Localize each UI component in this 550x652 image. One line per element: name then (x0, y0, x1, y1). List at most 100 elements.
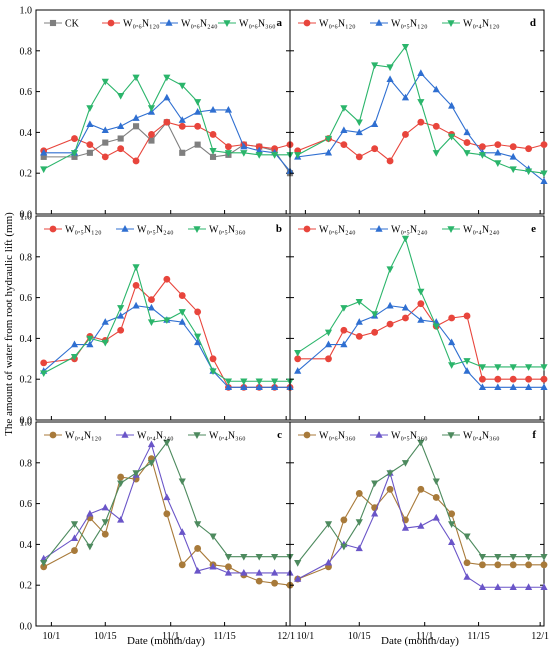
data-point (355, 128, 363, 136)
panel-frame (289, 421, 545, 627)
data-point (294, 152, 302, 159)
data-point (401, 460, 410, 467)
x-tick-label: 11/1 (416, 631, 433, 642)
series-line (43, 76, 290, 170)
data-point (101, 530, 109, 538)
data-point (132, 114, 140, 121)
data-point (86, 509, 94, 517)
legend-label: W₀.₆N₁₂₀ (123, 19, 160, 30)
panel-d: W₀.₆N₁₂₀ W₀.₅N₁₂₀ W₀.₄N₁₂₀ d (289, 9, 548, 215)
data-point (101, 503, 109, 511)
data-point (401, 235, 410, 243)
panel-frame (289, 9, 545, 215)
data-point (371, 509, 379, 517)
series-line (297, 471, 544, 588)
data-point (479, 143, 486, 151)
data-point (86, 149, 93, 156)
data-point (255, 152, 263, 159)
data-point (525, 561, 533, 569)
data-point (324, 521, 333, 528)
data-point (401, 303, 410, 311)
data-point (525, 364, 533, 371)
x-tick-label: 10/15 (94, 631, 117, 642)
data-point (117, 145, 125, 153)
data-point (194, 108, 202, 115)
data-point (540, 177, 548, 185)
data-point (371, 62, 379, 70)
data-point (401, 93, 410, 101)
legend-label: W₀.₆N₂₄₀ (181, 19, 218, 30)
data-point (371, 145, 379, 153)
data-point (325, 355, 332, 363)
series-1 (294, 118, 548, 165)
data-point (463, 358, 471, 365)
series-line (43, 457, 291, 586)
legend-marker (49, 19, 57, 27)
data-point (101, 339, 109, 347)
series-line (297, 72, 545, 182)
legend-marker (121, 225, 129, 232)
data-point (224, 106, 233, 113)
data-point (417, 118, 425, 126)
y-tick-label: 0.2 (20, 169, 33, 180)
series-3 (294, 235, 548, 371)
data-point (40, 148, 48, 156)
data-point (147, 460, 156, 467)
legend-label: W₀.₄N₁₂₀ (65, 431, 102, 442)
data-point (432, 150, 440, 157)
legend-marker (193, 432, 201, 439)
y-tick-label: 0.8 (20, 46, 33, 57)
data-point (117, 312, 125, 319)
data-point (255, 569, 263, 576)
data-point (525, 583, 533, 590)
data-point (117, 135, 124, 142)
series-line (297, 441, 544, 564)
legend-label: W₀.₄N₁₂₀ (463, 19, 500, 30)
data-point (401, 524, 410, 531)
data-point (271, 145, 279, 153)
legend-label: CK (65, 19, 80, 30)
data-point (417, 288, 425, 296)
y-tick-label: 0.4 (20, 128, 33, 139)
data-point (540, 553, 548, 561)
legend-label: W₀.₅N₃₆₀ (391, 431, 428, 442)
data-point (132, 157, 140, 165)
series-2 (40, 440, 294, 576)
data-point (417, 522, 425, 529)
y-tick-label: 0.0 (20, 416, 33, 427)
data-point (132, 264, 140, 271)
data-point (340, 543, 348, 551)
data-point (294, 560, 302, 567)
data-point (40, 359, 48, 367)
legend-marker (165, 19, 173, 26)
data-point (86, 141, 94, 149)
data-point (147, 105, 156, 112)
y-tick-label: 1.0 (20, 6, 33, 17)
series-line (297, 236, 544, 368)
data-point (133, 123, 140, 130)
data-point (386, 470, 394, 477)
data-point (463, 150, 471, 157)
data-point (355, 153, 363, 161)
data-point (386, 75, 394, 83)
data-point (271, 579, 279, 587)
data-point (355, 489, 363, 497)
data-point (101, 78, 109, 86)
panel-letter: a (277, 17, 283, 29)
data-point (147, 303, 156, 311)
data-point (178, 82, 186, 90)
data-point (386, 485, 394, 493)
data-point (209, 355, 217, 363)
x-tick-label: 12/1 (531, 631, 549, 642)
data-point (163, 510, 171, 518)
panel-b: 0.0 0.2 0.4 0.6 0.8 1.0 W₀.₅N₁₂₀ W₀.₅N₂₄₀ W₀.₅N₃… (20, 212, 294, 427)
data-point (255, 383, 263, 391)
data-point (71, 547, 78, 554)
data-point (225, 143, 232, 151)
x-tick-label: 11/15 (213, 631, 235, 642)
data-point (255, 378, 263, 386)
data-point (240, 553, 248, 561)
data-point (70, 354, 79, 361)
data-point (117, 92, 125, 100)
data-point (386, 320, 394, 328)
